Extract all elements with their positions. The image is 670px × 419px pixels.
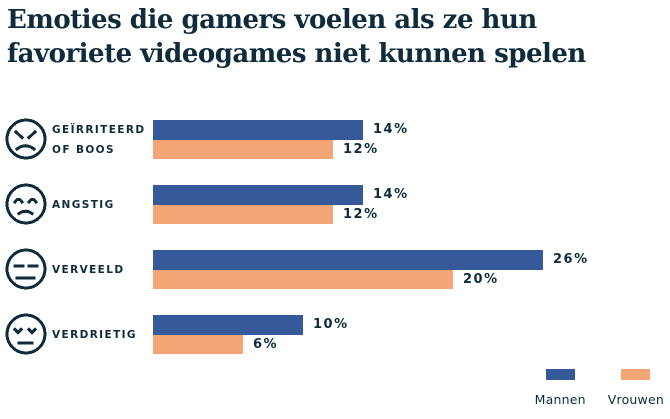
bar-women [153, 269, 453, 289]
bar-group: 26% 20% [153, 250, 670, 289]
chart-row: VERVEELD 26% 20% [0, 247, 670, 292]
bar-value-men: 10% [313, 317, 349, 333]
bar-line-women: 12% [153, 139, 670, 159]
bar-group: 10% 6% [153, 315, 670, 354]
anxious-face-icon [4, 182, 49, 227]
category-label: VERDRIETIG [52, 315, 152, 354]
angry-face-icon [4, 117, 49, 162]
legend-label-vrouwen: Vrouwen [607, 392, 664, 407]
legend-swatch-mannen [545, 369, 575, 380]
bar-men [153, 315, 303, 335]
bar-value-men: 14% [373, 187, 409, 203]
category-label: ANGSTIG [52, 185, 152, 224]
bar-men [153, 120, 363, 140]
category-label-line: GEÏRRITEERD [52, 123, 146, 136]
bar-men [153, 250, 543, 270]
bar-women [153, 334, 243, 354]
bar-value-women: 12% [343, 141, 379, 157]
bar-line-men: 10% [153, 315, 670, 335]
legend-swatch-vrouwen [621, 369, 651, 380]
legend-item-vrouwen: Vrouwen [608, 369, 664, 407]
bar-line-men: 14% [153, 185, 670, 205]
bar-group: 14% 12% [153, 120, 670, 159]
chart-title: Emoties die gamers voelen als ze hun fav… [7, 3, 666, 71]
sad-face-icon [4, 312, 49, 357]
grouped-bar-chart: GEÏRRITEERD OF BOOS 14% 12% ANGSTIG 14% [0, 117, 670, 380]
bar-value-women: 6% [253, 336, 279, 352]
bar-line-men: 26% [153, 250, 670, 270]
chart-title-line-2: favoriete videogames niet kunnen spelen [7, 39, 586, 69]
bar-group: 14% 12% [153, 185, 670, 224]
chart-row: VERDRIETIG 10% 6% [0, 312, 670, 357]
category-label-line: VERVEELD [52, 263, 125, 276]
bar-value-women: 12% [343, 206, 379, 222]
bar-line-women: 20% [153, 269, 670, 289]
category-label-line: ANGSTIG [52, 198, 115, 211]
category-label-line: OF BOOS [52, 143, 115, 156]
chart-row: GEÏRRITEERD OF BOOS 14% 12% [0, 117, 670, 162]
chart-title-line-1: Emoties die gamers voelen als ze hun [7, 5, 537, 35]
legend-label-mannen: Mannen [534, 392, 586, 407]
bar-men [153, 185, 363, 205]
bar-line-men: 14% [153, 120, 670, 140]
bar-value-men: 14% [373, 122, 409, 138]
bar-value-women: 20% [463, 271, 499, 287]
bar-value-men: 26% [553, 252, 589, 268]
category-label: GEÏRRITEERD OF BOOS [52, 120, 152, 159]
bar-line-women: 12% [153, 204, 670, 224]
bored-face-icon [4, 247, 49, 292]
bar-women [153, 204, 333, 224]
category-label-line: VERDRIETIG [52, 328, 137, 341]
legend: Mannen Vrouwen [535, 369, 664, 407]
bar-women [153, 139, 333, 159]
bar-line-women: 6% [153, 334, 670, 354]
category-label: VERVEELD [52, 250, 152, 289]
chart-row: ANGSTIG 14% 12% [0, 182, 670, 227]
legend-item-mannen: Mannen [535, 369, 586, 407]
